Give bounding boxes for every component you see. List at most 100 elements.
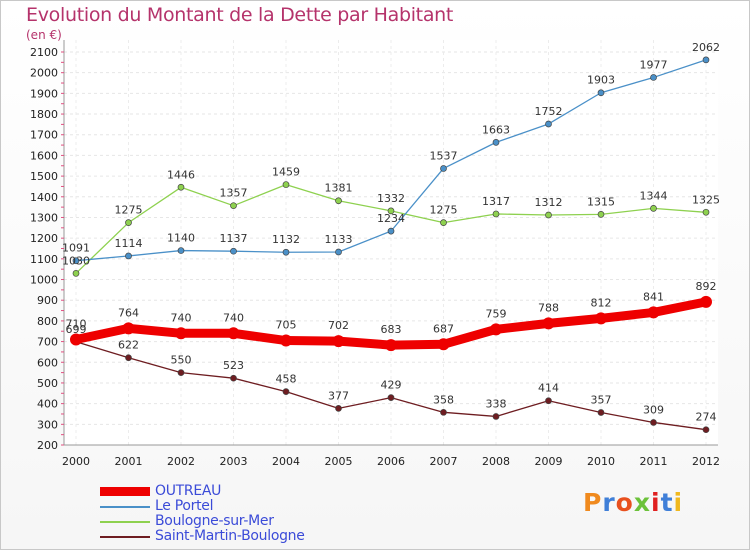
data-label-saint-martin-boulogne: 523: [223, 359, 244, 372]
legend-swatch-saint-martin-boulogne: [100, 536, 150, 538]
data-label-le-portel: 1091: [62, 242, 90, 255]
y-tick-label: 600: [37, 356, 58, 369]
data-label-le-portel: 1234: [377, 212, 405, 225]
data-point-le-portel: [545, 120, 552, 128]
data-label-saint-martin-boulogne: 699: [66, 323, 87, 336]
data-label-boulogne-sur-mer: 1312: [535, 196, 563, 209]
y-tick-label: 1000: [30, 274, 58, 287]
logo-letter: o: [615, 488, 634, 517]
x-tick-label: 2012: [692, 455, 720, 468]
data-label-le-portel: 1132: [272, 233, 300, 246]
legend-label: Boulogne-sur-Mer: [155, 513, 274, 529]
y-tick-label: 1300: [30, 211, 58, 224]
line-chart: 200 300 400 500 600 700 800 900 1000 1100 1200 1300…: [30, 40, 720, 468]
data-label-outreau: 705: [276, 319, 297, 332]
x-tick-label: 2007: [430, 455, 458, 468]
data-point-le-portel: [492, 139, 500, 146]
y-tick-label: 900: [37, 294, 58, 307]
data-label-saint-martin-boulogne: 458: [276, 373, 297, 386]
data-point-saint-martin-boulogne: [440, 408, 447, 416]
data-point-outreau: [332, 335, 345, 348]
data-label-boulogne-sur-mer: 1344: [640, 189, 668, 202]
chart-title: Evolution du Montant de la Dette par Hab…: [26, 4, 454, 26]
y-tick-label: 400: [37, 398, 58, 411]
y-tick-label: 700: [37, 336, 58, 349]
data-label-saint-martin-boulogne: 358: [433, 393, 454, 406]
data-point-le-portel: [650, 74, 657, 81]
data-label-le-portel: 1114: [115, 237, 143, 250]
data-label-outreau: 740: [223, 311, 244, 324]
data-point-outreau: [385, 339, 397, 352]
data-label-outreau: 702: [328, 319, 349, 332]
chart-subtitle: (en €): [26, 28, 62, 42]
y-tick-label: 1500: [30, 170, 58, 183]
data-point-le-portel: [387, 227, 395, 235]
data-point-outreau: [175, 327, 187, 340]
data-point-saint-martin-boulogne: [177, 369, 185, 376]
legend-label: Saint-Martin-Boulogne: [155, 528, 305, 544]
data-label-boulogne-sur-mer: 1275: [430, 204, 458, 217]
logo-letter: i: [673, 488, 684, 517]
data-point-boulogne-sur-mer: [650, 205, 657, 212]
data-label-le-portel: 1903: [587, 74, 615, 87]
data-point-boulogne-sur-mer: [492, 210, 500, 218]
data-label-boulogne-sur-mer: 1446: [167, 168, 195, 181]
data-point-saint-martin-boulogne: [492, 413, 500, 420]
data-point-boulogne-sur-mer: [597, 211, 605, 218]
data-label-le-portel: 2062: [692, 41, 720, 54]
data-label-boulogne-sur-mer: 1459: [272, 166, 300, 179]
data-point-saint-martin-boulogne: [282, 388, 290, 395]
data-point-saint-martin-boulogne: [597, 409, 605, 416]
x-tick-label: 2009: [535, 455, 563, 468]
data-point-le-portel: [230, 247, 237, 255]
data-label-boulogne-sur-mer: 1332: [377, 192, 405, 205]
data-point-le-portel: [335, 248, 342, 256]
data-label-saint-martin-boulogne: 429: [381, 379, 402, 392]
data-point-outreau: [70, 333, 82, 346]
y-tick-label: 1700: [30, 129, 58, 142]
data-label-boulogne-sur-mer: 1325: [692, 193, 720, 206]
x-tick-label: 2000: [62, 455, 90, 468]
data-point-outreau: [227, 327, 240, 340]
legend-swatch-boulogne-sur-mer: [100, 521, 150, 523]
data-label-le-portel: 1663: [482, 123, 510, 136]
data-point-boulogne-sur-mer: [125, 219, 132, 226]
data-point-saint-martin-boulogne: [335, 405, 342, 412]
data-label-outreau: 759: [486, 307, 507, 320]
data-point-boulogne-sur-mer: [440, 219, 447, 226]
data-point-boulogne-sur-mer: [282, 181, 290, 188]
logo-letter: t: [660, 488, 674, 517]
y-tick-label: 500: [37, 377, 58, 390]
data-label-boulogne-sur-mer: 1315: [587, 195, 615, 208]
data-point-le-portel: [702, 56, 710, 64]
data-label-le-portel: 1140: [167, 232, 195, 245]
proxiti-logo: Proxiti: [583, 488, 683, 517]
data-point-saint-martin-boulogne: [387, 394, 395, 401]
data-label-outreau: 841: [643, 290, 664, 303]
data-label-le-portel: 1752: [535, 105, 563, 118]
y-tick-label: 200: [37, 439, 58, 452]
y-tick-label: 1200: [30, 232, 58, 245]
x-tick-label: 2006: [377, 455, 405, 468]
data-label-outreau: 710: [66, 318, 87, 331]
y-tick-label: 1400: [30, 191, 58, 204]
data-label-boulogne-sur-mer: 1030: [62, 254, 90, 267]
x-tick-label: 2004: [272, 455, 300, 468]
data-label-saint-martin-boulogne: 357: [591, 394, 612, 407]
legend-label: Le Portel: [155, 498, 214, 514]
data-point-boulogne-sur-mer: [230, 202, 237, 210]
y-tick-label: 800: [37, 315, 58, 328]
data-label-saint-martin-boulogne: 338: [486, 397, 507, 410]
data-point-outreau: [437, 338, 450, 351]
data-label-outreau: 740: [171, 311, 192, 324]
data-labels: 699 622 550 523 458 377 429 358 338 414 357 309 274 1…: [62, 41, 720, 424]
data-label-outreau: 892: [696, 280, 717, 293]
legend-label: OUTREAU: [155, 483, 222, 499]
data-point-saint-martin-boulogne: [702, 426, 710, 434]
data-label-le-portel: 1977: [640, 58, 668, 71]
data-point-le-portel: [177, 247, 185, 254]
x-tick-label: 2010: [587, 455, 615, 468]
data-label-saint-martin-boulogne: 622: [118, 339, 139, 352]
axes: 200 300 400 500 600 700 800 900 1000 1100 1200 1300…: [30, 40, 720, 468]
x-tick-label: 2002: [167, 455, 195, 468]
